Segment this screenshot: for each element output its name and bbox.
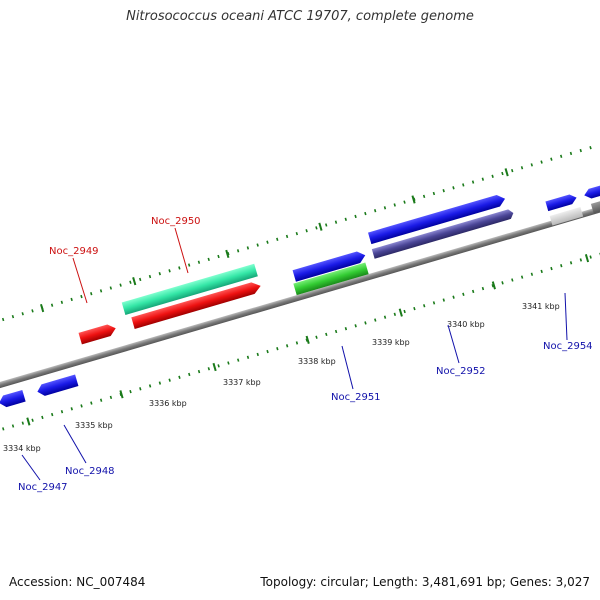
tick-label: 3335 kbp	[75, 421, 113, 430]
gene-arrow-noc-2951[interactable]	[292, 250, 367, 282]
tick-label: 3338 kbp	[298, 357, 336, 366]
gene-label-noc-2952: Noc_2952	[436, 366, 486, 377]
tick-label: 3339 kbp	[372, 338, 410, 347]
tick-label: 3334 kbp	[3, 444, 41, 453]
gene-arrow-noc-2949[interactable]	[78, 322, 118, 345]
inner-tick-row	[2, 245, 600, 431]
map-title: Nitrosococcus oceani ATCC 19707, complet…	[126, 9, 474, 24]
gene-arrow-noc-2954[interactable]	[545, 193, 578, 212]
gene-label-noc-2948: Noc_2948	[65, 466, 115, 477]
topology-text: Topology: circular; Length: 3,481,691 bp…	[260, 575, 590, 589]
gene-arrow-gray-light[interactable]	[549, 206, 584, 226]
gene-arrow-noc-2950-bottom[interactable]	[131, 280, 262, 329]
label-leaders	[21, 227, 568, 481]
gene-arrow-noc-2952-bottom[interactable]	[371, 208, 515, 259]
genome-backbone	[0, 199, 600, 391]
gene-label-noc-2949: Noc_2949	[49, 246, 99, 257]
gene-label-noc-2951: Noc_2951	[331, 392, 381, 403]
tick-labels: 3334 kbp 3335 kbp 3336 kbp 3337 kbp 3338…	[3, 302, 560, 453]
gene-arrow-next-blue[interactable]	[583, 177, 600, 201]
tick-label: 3341 kbp	[522, 302, 560, 311]
gene-arrow-green[interactable]	[293, 262, 369, 296]
tick-label: 3340 kbp	[447, 320, 485, 329]
gene-arrow-noc-2948[interactable]	[36, 374, 79, 398]
gene-label-noc-2950: Noc_2950	[151, 216, 201, 227]
tick-label: 3337 kbp	[223, 378, 261, 387]
outer-tick-row	[0, 144, 598, 330]
gene-labels: Noc_2949 Noc_2950 Noc_2951 Noc_2952 Noc_…	[18, 216, 593, 493]
gene-label-noc-2954: Noc_2954	[543, 341, 593, 352]
gene-arrow-noc-2952-top[interactable]	[368, 193, 507, 245]
gene-arrow-noc-2950-top[interactable]	[121, 263, 258, 315]
gene-arrow-noc-2947[interactable]	[0, 389, 26, 409]
accession-text: Accession: NC_007484	[9, 575, 146, 589]
gene-label-noc-2947: Noc_2947	[18, 482, 68, 493]
tick-label: 3336 kbp	[149, 399, 187, 408]
